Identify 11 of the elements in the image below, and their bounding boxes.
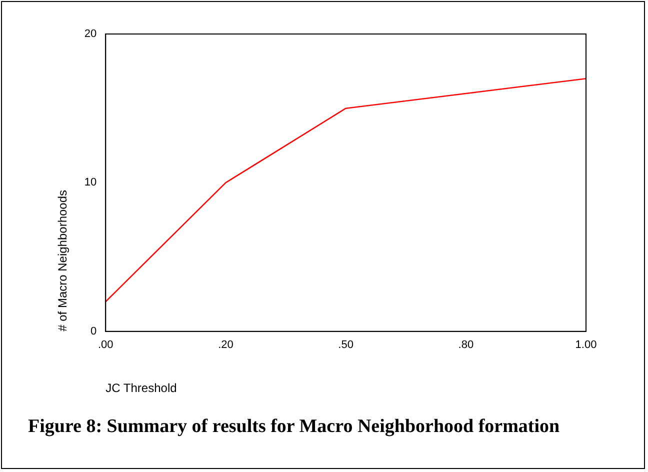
y-tick-label: 10: [84, 176, 97, 189]
x-axis-title: JC Threshold: [106, 381, 177, 396]
x-tick-label: .00: [98, 339, 114, 352]
x-tick-label: 1.00: [575, 339, 597, 352]
x-tick-label: .80: [458, 339, 474, 352]
y-tick-label: 0: [90, 325, 97, 338]
text: Figure 8: Summary of results for Macro Neighborhood formation: [28, 416, 561, 438]
x-tick-label: .20: [218, 339, 234, 352]
y-axis-title: # of Macro Neighborhoods: [56, 190, 70, 332]
y-tick-label: 20: [84, 28, 97, 40]
x-tick-label: .50: [338, 339, 354, 352]
